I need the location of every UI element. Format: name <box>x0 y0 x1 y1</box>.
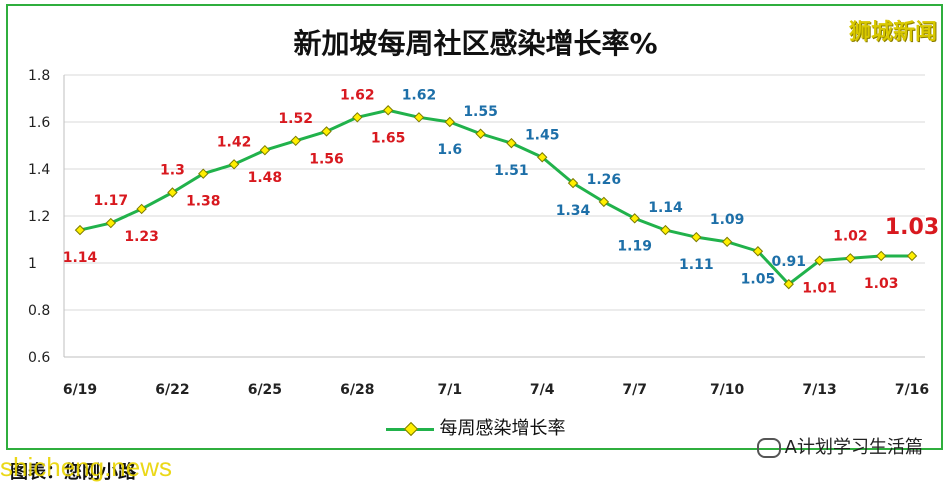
y-tick-label: 0.6 <box>28 350 50 366</box>
y-tick-labels: 0.6 0.8 1 1.2 1.4 1.6 1.8 <box>28 68 50 366</box>
data-point <box>752 246 764 257</box>
data-point <box>259 144 271 156</box>
x-tick-label: 7/16 <box>895 382 929 398</box>
wechat-icon <box>756 438 781 458</box>
x-tick-label: 7/7 <box>622 382 647 398</box>
data-label: 1.03 <box>864 276 899 292</box>
data-labels: 1.14 1.17 1.23 1.31.38 1.42 1.48 1.52 1.56 1.62 1… <box>63 87 939 296</box>
data-point <box>74 224 86 236</box>
x-tick-label: 6/22 <box>155 382 189 398</box>
data-point <box>783 278 794 290</box>
legend-swatch <box>385 427 434 431</box>
data-point <box>721 236 733 248</box>
series-layer <box>74 105 918 290</box>
legend: 每周感染增长率 <box>0 414 951 440</box>
data-label: 1.26 <box>587 172 622 188</box>
x-tick-label: 6/19 <box>63 382 97 398</box>
data-point <box>567 177 579 189</box>
x-tick-label: 7/1 <box>437 382 462 398</box>
data-label: 1.09 <box>710 212 745 228</box>
data-label: 1.55 <box>463 104 498 120</box>
x-tick-label: 7/4 <box>530 382 555 398</box>
x-tick-label: 7/13 <box>802 382 836 398</box>
data-point <box>598 196 610 208</box>
data-point <box>228 159 240 170</box>
series-line <box>79 108 912 286</box>
data-point <box>537 152 548 163</box>
data-label: 1.19 <box>617 238 652 254</box>
y-tick-label: 1.4 <box>28 162 50 178</box>
data-point <box>321 126 332 137</box>
data-point <box>475 128 486 139</box>
x-tick-label: 6/28 <box>340 382 374 398</box>
data-label: 1.11 <box>679 257 714 273</box>
data-label: 1.03 <box>885 215 939 240</box>
data-point <box>906 250 918 262</box>
legend-label: 每周感染增长率 <box>439 418 566 439</box>
y-tick-label: 1.8 <box>28 68 50 84</box>
data-point <box>660 224 671 236</box>
data-label: 1.62 <box>340 87 375 103</box>
wechat-account-name: A计划学习生活篇 <box>784 437 923 458</box>
chart-frame <box>6 4 943 450</box>
data-point <box>413 112 425 123</box>
y-tick-label: 1.2 <box>28 209 50 225</box>
data-point <box>167 187 178 198</box>
x-tick-label: 6/25 <box>248 382 282 398</box>
data-label: 1.3 <box>160 163 185 179</box>
data-label: 1.34 <box>556 203 591 219</box>
data-label: 1.62 <box>402 87 437 103</box>
data-point <box>506 137 517 149</box>
grid <box>63 74 925 358</box>
data-label: 1.6 <box>437 142 462 158</box>
wechat-account: A计划学习生活篇 <box>756 433 923 459</box>
y-tick-label: 1.6 <box>28 115 50 131</box>
data-label: 1.42 <box>217 134 252 150</box>
data-point <box>629 213 640 224</box>
data-label: 1.48 <box>248 170 283 186</box>
data-label: 1.56 <box>309 151 344 167</box>
data-label: 0.91 <box>771 254 806 270</box>
x-tick-label: 7/10 <box>710 382 745 398</box>
data-point <box>814 255 825 266</box>
data-point <box>198 168 209 179</box>
data-point <box>845 253 856 264</box>
data-label: 1.14 <box>648 200 683 216</box>
data-point <box>105 217 117 229</box>
data-label: 1.65 <box>371 130 406 146</box>
footer-credit: 图表：您刚小路 <box>10 462 136 483</box>
brand-logo-text: 狮城新闻 <box>848 20 937 45</box>
data-label: 1.17 <box>94 193 129 209</box>
data-label: 1.05 <box>741 271 776 287</box>
data-label: 1.38 <box>186 194 221 210</box>
chart-title: 新加坡每周社区感染增长率% <box>293 27 658 60</box>
data-label: 1.02 <box>833 228 868 244</box>
data-point <box>382 105 394 116</box>
data-point <box>444 116 455 128</box>
watermark-text: shicheng.news <box>0 452 172 482</box>
data-label: 1.01 <box>802 281 837 297</box>
y-tick-label: 1 <box>28 256 37 272</box>
x-tick-labels: 6/19 6/22 6/25 6/28 7/1 7/4 7/7 7/10 7/13 7/16 <box>63 382 929 398</box>
data-label: 1.45 <box>525 127 560 143</box>
data-label: 1.52 <box>278 111 313 127</box>
data-point <box>352 112 363 123</box>
data-point <box>875 250 887 262</box>
data-label: 1.23 <box>124 229 159 245</box>
data-point <box>136 203 147 215</box>
data-point <box>691 231 702 243</box>
y-tick-label: 0.8 <box>28 303 50 319</box>
data-label: 1.14 <box>63 250 98 266</box>
data-point <box>290 135 301 147</box>
data-label: 1.51 <box>494 163 529 179</box>
